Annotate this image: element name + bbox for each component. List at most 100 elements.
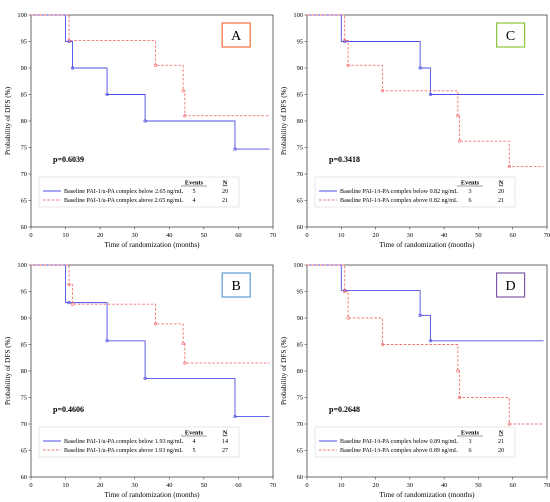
legend-box bbox=[314, 176, 516, 208]
y-tick-label: 90 bbox=[21, 315, 27, 322]
censor-mark bbox=[418, 313, 422, 317]
censor-mark bbox=[143, 376, 147, 381]
p-value: p=0.3418 bbox=[329, 155, 360, 164]
y-tick-label: 60 bbox=[21, 474, 27, 481]
panel-d: 0 10 20 30 40 50 60 70 60 65 70 75 80 85 90 95 100 Time o… bbox=[279, 262, 550, 499]
censor-mark bbox=[183, 114, 187, 118]
legend-series-name: Baseline PAI-1/t-PA complex above 0.82 n… bbox=[340, 198, 458, 204]
x-tick-label: 50 bbox=[475, 232, 481, 239]
censor-mark bbox=[418, 66, 422, 70]
legend-n-value: 27 bbox=[222, 448, 228, 454]
legend-events-header: Events bbox=[461, 180, 480, 187]
series-line-below bbox=[307, 264, 544, 342]
y-tick-label: 80 bbox=[21, 118, 27, 125]
y-tick-label: 60 bbox=[21, 224, 27, 231]
y-tick-label: 60 bbox=[297, 474, 303, 481]
x-tick-label: 40 bbox=[441, 232, 447, 239]
censor-mark bbox=[183, 361, 187, 365]
censor-mark bbox=[346, 63, 350, 67]
y-tick-label: 95 bbox=[21, 39, 27, 46]
legend-events-value: 5 bbox=[192, 448, 195, 454]
x-tick-label: 10 bbox=[62, 482, 68, 489]
y-tick-label: 90 bbox=[21, 65, 27, 72]
p-value: p=0.6039 bbox=[53, 155, 84, 164]
censor-mark bbox=[181, 89, 185, 93]
panel-a: 0 10 20 30 40 50 60 70 60 65 70 75 80 85 90 95 100 Time o… bbox=[3, 12, 276, 249]
y-tick-label: 100 bbox=[17, 262, 27, 269]
censor-mark bbox=[457, 139, 462, 143]
x-tick-label: 20 bbox=[372, 232, 378, 239]
censor-mark bbox=[428, 92, 433, 97]
x-tick-label: 0 bbox=[305, 232, 308, 239]
series-line-above bbox=[31, 264, 270, 364]
y-tick-label: 60 bbox=[297, 224, 303, 231]
censor-mark bbox=[67, 38, 71, 43]
y-tick-label: 95 bbox=[21, 289, 27, 296]
legend-n-header: N bbox=[499, 180, 504, 187]
censor-mark bbox=[343, 289, 347, 294]
censor-mark bbox=[67, 283, 71, 287]
censor-mark bbox=[67, 301, 71, 305]
x-axis-title: Time of randomization (months) bbox=[379, 240, 475, 249]
panel-label-box bbox=[221, 22, 251, 48]
x-tick-label: 0 bbox=[29, 232, 32, 239]
x-tick-label: 70 bbox=[544, 482, 550, 489]
censor-mark bbox=[507, 422, 511, 426]
p-value: p=0.2648 bbox=[329, 405, 360, 414]
censor-mark bbox=[105, 92, 109, 97]
y-axis-title: Probability of DFS (%) bbox=[279, 336, 288, 405]
legend-series-name: Baseline PAI-1/u-PA complex above 2.65 n… bbox=[64, 198, 183, 204]
x-tick-label: 60 bbox=[510, 232, 516, 239]
censor-mark bbox=[181, 341, 185, 346]
series-line-above bbox=[31, 14, 270, 117]
censor-mark bbox=[457, 395, 462, 400]
y-tick-label: 80 bbox=[297, 368, 303, 375]
censor-mark bbox=[507, 164, 511, 169]
y-tick-label: 65 bbox=[297, 198, 303, 205]
x-tick-label: 0 bbox=[305, 482, 308, 489]
x-tick-label: 30 bbox=[132, 232, 138, 239]
series-line-above bbox=[307, 14, 544, 168]
x-tick-label: 50 bbox=[201, 232, 207, 239]
censor-mark bbox=[428, 339, 433, 343]
x-tick-label: 60 bbox=[510, 482, 516, 489]
legend-n-header: N bbox=[223, 180, 228, 187]
x-axis-title: Time of randomization (months) bbox=[104, 240, 200, 249]
y-tick-label: 100 bbox=[293, 262, 303, 269]
legend-series-name: Baseline PAI-1/u-PA complex below 1.93 n… bbox=[64, 439, 184, 445]
series-line-below bbox=[31, 14, 270, 150]
x-tick-label: 10 bbox=[338, 232, 344, 239]
censor-mark bbox=[380, 89, 385, 93]
x-tick-label: 20 bbox=[97, 232, 103, 239]
censor-mark bbox=[456, 369, 460, 373]
legend-events-value: 6 bbox=[468, 198, 471, 204]
legend-n-value: 20 bbox=[498, 189, 504, 195]
legend-n-value: 21 bbox=[498, 198, 504, 204]
y-tick-label: 75 bbox=[297, 395, 303, 402]
y-tick-label: 95 bbox=[297, 39, 303, 46]
y-tick-label: 75 bbox=[21, 145, 27, 152]
censor-mark bbox=[70, 66, 75, 70]
legend-n-value: 20 bbox=[498, 448, 504, 454]
legend-events-header: Events bbox=[185, 430, 204, 437]
legend-n-value: 20 bbox=[222, 189, 228, 195]
series-line-above bbox=[307, 264, 544, 425]
y-tick-label: 85 bbox=[297, 92, 303, 99]
legend-events-value: 4 bbox=[192, 198, 195, 204]
x-tick-label: 0 bbox=[29, 482, 32, 489]
y-tick-label: 75 bbox=[21, 395, 27, 402]
series-line-below bbox=[31, 264, 270, 418]
censor-mark bbox=[343, 38, 347, 43]
legend-series-name: Baseline PAI-1/u-PA complex above 1.93 n… bbox=[64, 448, 183, 454]
x-tick-label: 30 bbox=[132, 482, 138, 489]
y-tick-label: 75 bbox=[297, 145, 303, 152]
y-tick-label: 70 bbox=[21, 421, 27, 428]
legend-n-value: 21 bbox=[498, 439, 504, 445]
censor-mark bbox=[67, 39, 71, 44]
x-tick-label: 20 bbox=[372, 482, 378, 489]
x-tick-label: 70 bbox=[270, 232, 276, 239]
censor-mark bbox=[143, 119, 147, 123]
legend-series-name: Baseline PAI-1/t-PA complex below 0.89 n… bbox=[340, 439, 458, 445]
legend-n-header: N bbox=[499, 430, 504, 437]
y-axis-title: Probability of DFS (%) bbox=[279, 86, 288, 155]
